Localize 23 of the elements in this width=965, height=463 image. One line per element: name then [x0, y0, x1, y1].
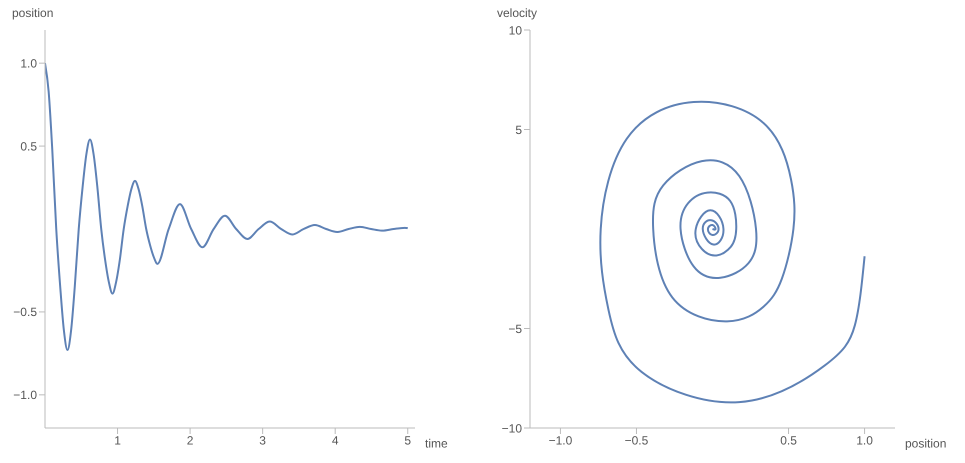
- y-tick-label: −10: [502, 421, 522, 436]
- line-series: [45, 62, 409, 352]
- y-axis-title: velocity: [497, 6, 538, 20]
- x-tick-label: 4: [332, 434, 339, 448]
- x-tick-label: 5: [404, 434, 412, 448]
- y-tick-label: 1.0: [20, 56, 38, 70]
- x-tick-label: 3: [259, 434, 266, 448]
- y-tick-label: −5: [508, 322, 522, 336]
- line-series: [599, 101, 866, 404]
- x-tick-label: −1.0: [548, 434, 573, 448]
- x-tick-label: −0.5: [624, 434, 649, 448]
- x-axis-title: time: [425, 436, 448, 450]
- y-tick-label: 5: [515, 122, 522, 137]
- y-axis-title: position: [12, 6, 54, 20]
- y-tick-label: −0.5: [13, 305, 38, 320]
- x-tick-label: 0.5: [780, 434, 798, 448]
- x-tick-label: 1: [114, 434, 122, 448]
- y-tick-label: 0.5: [20, 139, 38, 154]
- y-tick-label: 10: [508, 23, 522, 38]
- y-tick-label: −1.0: [13, 388, 38, 402]
- x-axis-title: position: [905, 436, 946, 450]
- x-tick-label: 2: [186, 434, 194, 448]
- x-tick-label: 1.0: [856, 434, 874, 448]
